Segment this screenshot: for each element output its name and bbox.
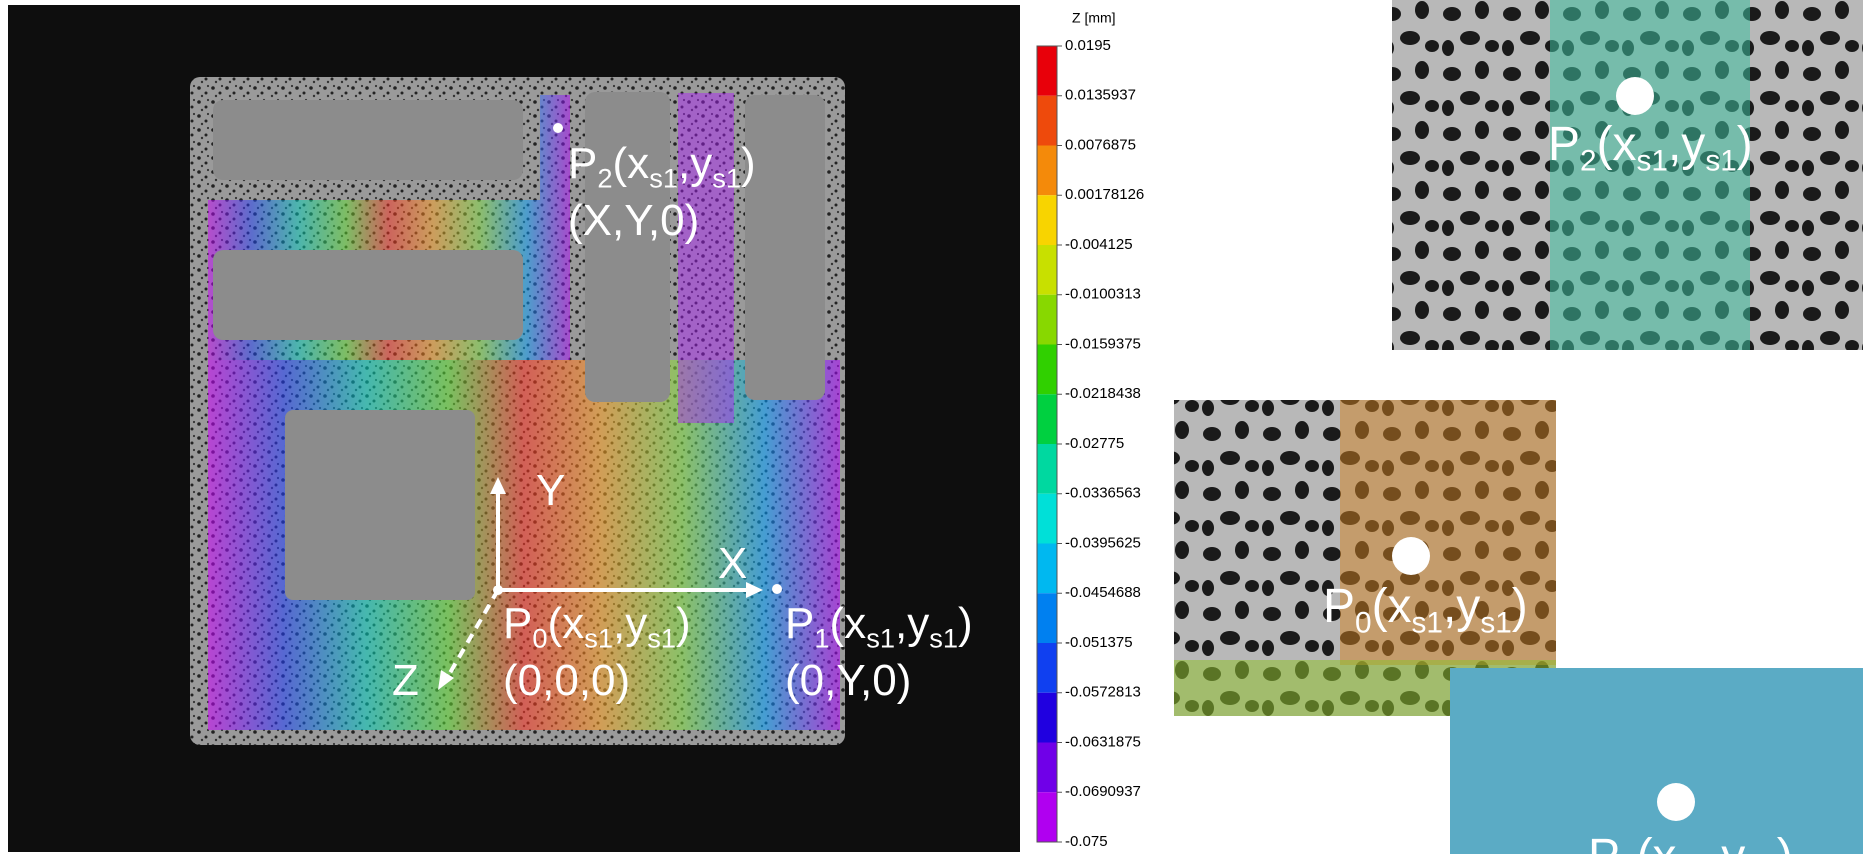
label-part: (x	[1597, 118, 1637, 171]
colorbar-tick-label: -0.075	[1065, 833, 1108, 850]
colorbar-band	[1037, 743, 1057, 793]
colorbar-tick-label: -0.0100313	[1065, 286, 1141, 303]
colorbar-band	[1037, 544, 1057, 594]
plate-rib	[745, 95, 825, 400]
colorbar-tick-label: -0.0336563	[1065, 485, 1141, 502]
label-part: (x	[613, 139, 650, 188]
subscript: s1	[1705, 145, 1736, 178]
colorbar-band	[1037, 245, 1057, 295]
colorbar-band	[1037, 345, 1057, 395]
point-dot	[1616, 77, 1654, 115]
subscript: s1	[929, 623, 958, 654]
colorbar-tick-label: -0.02775	[1065, 435, 1124, 452]
point-dot	[1657, 783, 1695, 821]
label-part: )	[1777, 830, 1793, 854]
label-part: )	[1512, 580, 1528, 633]
subscript: s1	[1412, 607, 1443, 640]
subscript: 0	[1355, 607, 1372, 640]
colorbar-tick-label: 0.0195	[1065, 37, 1111, 54]
label-part: ,y	[1443, 580, 1480, 633]
label-part: P	[785, 599, 814, 648]
label-part: ,y	[1708, 830, 1745, 854]
subscript: s1	[1637, 145, 1668, 178]
colorbar-band	[1037, 444, 1057, 494]
colorbar-tick-label: 0.00178126	[1065, 186, 1144, 203]
colorbar-tick-label: 0.0076875	[1065, 136, 1136, 153]
subscript: s1	[866, 623, 895, 654]
inset-panel	[1450, 668, 1863, 854]
label-part: )	[676, 599, 691, 648]
label-part: ,y	[895, 599, 929, 648]
plate-rib	[213, 100, 523, 180]
label-part: (x	[830, 599, 867, 648]
colorbar-band	[1037, 46, 1057, 96]
figure: Y X Z (X,Y,0) (0,0,0) (0,Y,0) Z [mm] 0.0…	[0, 0, 1863, 854]
colorbar-tick-label: -0.0159375	[1065, 335, 1141, 352]
label-part: (x	[1637, 830, 1677, 854]
label-part: (x	[548, 599, 585, 648]
label-part: (x	[1372, 580, 1412, 633]
subscript: 2	[597, 163, 612, 194]
plate-rib	[213, 250, 523, 340]
colorbar-title: Z [mm]	[1072, 10, 1116, 26]
label-part: P	[1323, 580, 1355, 633]
colorbar-band	[1037, 394, 1057, 444]
colorbar-tick-label: -0.0218438	[1065, 385, 1141, 402]
colorbar-band	[1037, 96, 1057, 146]
axis-label: Y	[536, 466, 565, 515]
label-part: )	[1737, 118, 1753, 171]
label-part: ,y	[678, 139, 712, 188]
subscript: 1	[814, 623, 829, 654]
colorbar-band	[1037, 643, 1057, 693]
axis-label: X	[718, 539, 747, 588]
subscript: 2	[1580, 145, 1597, 178]
colorbar-tick-label: -0.0631875	[1065, 733, 1141, 750]
subscript: s1	[647, 623, 676, 654]
label-part: )	[741, 139, 756, 188]
label-part: P	[503, 599, 532, 648]
colorbar-tick-label: -0.0572813	[1065, 684, 1141, 701]
label-part: ,y	[1668, 118, 1705, 171]
subscript: 0	[532, 623, 547, 654]
colorbar-tick-label: -0.051375	[1065, 634, 1133, 651]
axis-label: Z	[392, 656, 419, 705]
colorbar-tick-label: -0.004125	[1065, 236, 1133, 253]
point-coords: (X,Y,0)	[568, 196, 699, 245]
colorbar-band	[1037, 693, 1057, 743]
colorbar-band	[1037, 792, 1057, 842]
colorbar-band	[1037, 146, 1057, 196]
subscript: s1	[1480, 607, 1511, 640]
point-dot	[1392, 537, 1430, 575]
colorbar-band	[1037, 295, 1057, 345]
colorbar-band	[1037, 195, 1057, 245]
label-part: P	[568, 139, 597, 188]
subscript: s1	[584, 623, 613, 654]
point-coords: (0,0,0)	[503, 656, 630, 705]
plate-boss	[285, 410, 475, 600]
subscript: s1	[649, 163, 678, 194]
colorbar-tick-label: -0.0690937	[1065, 783, 1141, 800]
label-part: P	[1588, 830, 1620, 854]
label-part: ,y	[613, 599, 647, 648]
label-part: P	[1548, 118, 1580, 171]
point-coords: (0,Y,0)	[785, 656, 911, 705]
colorbar-band	[1037, 494, 1057, 544]
subscript: s1	[712, 163, 741, 194]
colorbar-tick-label: 0.0135937	[1065, 87, 1136, 104]
colorbar-tick-label: -0.0454688	[1065, 584, 1141, 601]
colorbar-band	[1037, 593, 1057, 643]
label-part: )	[958, 599, 973, 648]
colorbar-tick-label: -0.0395625	[1065, 534, 1141, 551]
